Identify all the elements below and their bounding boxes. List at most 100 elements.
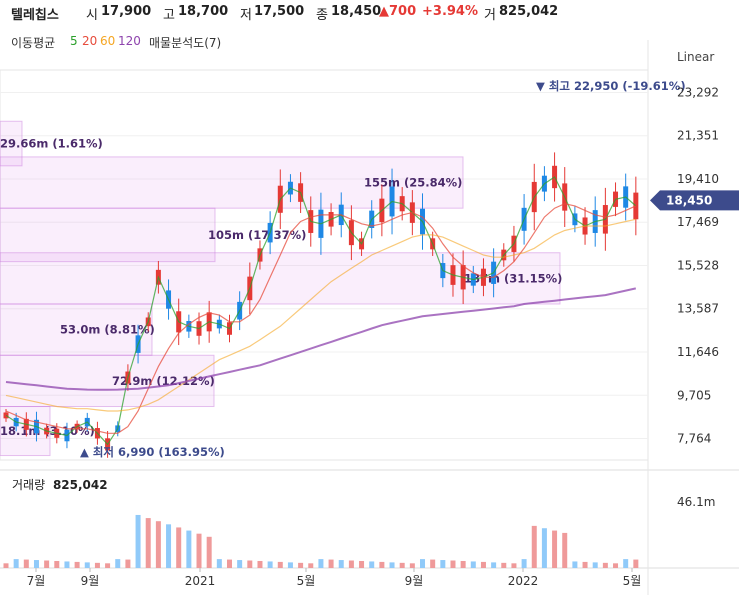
grid: [0, 40, 739, 595]
current-price-badge: [650, 190, 739, 211]
volume-bar: [420, 559, 426, 568]
volume-bar: [399, 562, 405, 568]
volume-bar: [74, 561, 80, 568]
volume-profile: 29.66m (1.61%) 155m (25.84%) 105m (17.37%)…: [0, 120, 562, 457]
open-value: 17,900: [101, 4, 152, 19]
volume-bar: [247, 560, 253, 568]
volume-bar: [84, 562, 90, 568]
ma-line-60: [5, 218, 636, 412]
volume-profile-box: [0, 156, 464, 209]
volume-bar: [633, 559, 639, 568]
volume-bar: [572, 561, 578, 568]
volume-bar: [480, 561, 486, 568]
moving-average-lines: [5, 176, 637, 446]
volume-bar: [3, 563, 9, 568]
ma120-label: 120: [118, 34, 141, 48]
scale-toggle[interactable]: Linear: [677, 50, 715, 64]
volume-bar: [491, 562, 497, 568]
volume-bar: [389, 562, 395, 568]
volume-panel-value: 825,042: [52, 478, 108, 492]
moving-average-label[interactable]: 이동평균: [11, 36, 56, 50]
x-tick-label: 5월: [623, 574, 642, 588]
volume-bar: [64, 561, 70, 568]
volume-value: 825,042: [499, 4, 559, 19]
volume-bar: [379, 561, 385, 568]
volume-bar: [623, 559, 629, 568]
high-label: 고: [163, 8, 175, 23]
volume-bar: [328, 559, 334, 568]
volume-bar: [470, 561, 476, 568]
volume-bar: [125, 559, 131, 568]
volume-bar: [298, 562, 304, 568]
change-percent: +3.94%: [422, 4, 478, 19]
volume-bar: [257, 560, 263, 568]
x-tick-label: 2022: [508, 574, 539, 588]
annotations: ▼ 최고 22,950 (-19.61%) ▲ 최저 6,990 (163.95%…: [80, 79, 686, 459]
y-tick-label: 13,587: [677, 302, 719, 316]
volume-bar: [369, 561, 375, 568]
price-axis: 23,292 21,351 19,410 17,469 15,528 13,587 11,6…: [650, 85, 739, 446]
volume-profile-label: 29.66m (1.61%): [0, 137, 103, 151]
high-value: 18,700: [178, 4, 229, 19]
close-label: 종: [316, 8, 328, 23]
volume-bar: [267, 561, 273, 568]
ma-line-5: [5, 176, 637, 446]
volume-profile-label: 105m (17.37%): [208, 228, 306, 242]
volume-bar: [145, 518, 151, 568]
volume-bar: [277, 561, 283, 568]
volume-bar: [176, 527, 182, 568]
y-tick-label: 23,292: [677, 85, 719, 99]
volume-bar: [23, 559, 29, 568]
volume-bar: [430, 559, 436, 568]
volume-profile-label: 53.0m (8.81%): [60, 323, 155, 337]
candle-body: [633, 192, 639, 220]
volume-bar: [308, 563, 314, 568]
low-annotation: ▲ 최저 6,990 (163.95%): [80, 445, 225, 459]
volume-panel-label: 거래량: [12, 478, 46, 492]
volume-profile-label[interactable]: 매물분석도(7): [149, 36, 222, 50]
ma-line-120: [5, 287, 637, 391]
y-tick-label: 19,410: [677, 172, 719, 186]
ma60-label: 60: [100, 34, 116, 48]
volume-profile-box: [0, 207, 216, 263]
volume-bar: [216, 559, 222, 568]
volume-bar: [226, 559, 232, 568]
volume-bar: [348, 560, 354, 568]
volume-bar: [186, 530, 192, 568]
volume-bar: [501, 562, 507, 568]
x-tick-label: 7월: [27, 574, 46, 588]
volume-bar: [592, 562, 598, 568]
date-axis: 7월 9월 2021 5월 9월 2022 5월: [27, 568, 642, 588]
volume-bar: [135, 514, 141, 568]
volume-bar: [33, 560, 39, 568]
volume-profile-box: [0, 354, 215, 408]
stock-name: 텔레칩스: [11, 8, 59, 23]
volume-bar: [44, 560, 50, 568]
volume-bar: [613, 563, 619, 568]
volume-bar: [155, 521, 161, 568]
change-value: ▲700: [379, 4, 417, 19]
x-tick-label: 9월: [405, 574, 424, 588]
ma20-label: 20: [82, 34, 98, 48]
y-tick-label: 17,469: [677, 215, 719, 229]
volume-bar: [440, 560, 446, 568]
x-tick-label: 5월: [297, 574, 316, 588]
volume-profile-box: [0, 303, 153, 356]
low-value: 17,500: [254, 4, 305, 19]
volume-bar: [287, 562, 293, 568]
volume-bar: [582, 561, 588, 568]
volume-bar: [166, 524, 172, 568]
volume-bar: [521, 559, 527, 568]
volume-bar: [318, 559, 324, 568]
volume-bar: [94, 562, 100, 568]
volume-bar: [115, 559, 121, 568]
volume-bar: [338, 560, 344, 568]
y-tick-label: 11,646: [677, 345, 719, 359]
volume-profile-label: 72.9m (12.12%): [112, 374, 215, 388]
volume-profile-box: [0, 120, 23, 167]
ma-line-20: [5, 203, 637, 434]
y-tick-label: 9,705: [677, 388, 711, 402]
x-tick-label: 2021: [185, 574, 216, 588]
current-price-label: 18,450: [666, 193, 712, 207]
